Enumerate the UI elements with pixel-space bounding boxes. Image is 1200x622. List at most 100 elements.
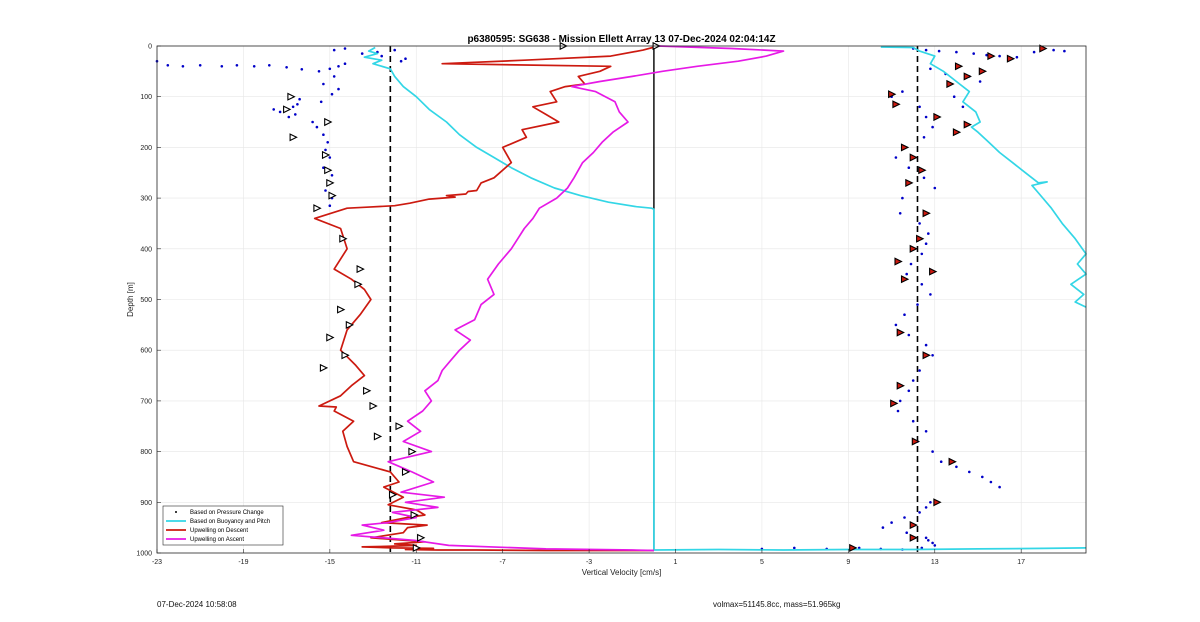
point-based-on-pressure-change [931, 541, 934, 545]
point-based-on-pressure-change [315, 125, 319, 129]
y-tick-label: 700 [140, 398, 152, 405]
point-based-on-pressure-change [296, 103, 299, 106]
ascent-triangle-marker [933, 498, 942, 507]
point-based-on-pressure-change [920, 546, 924, 550]
point-based-on-pressure-change [300, 68, 304, 71]
x-tick-label: 5 [760, 559, 764, 566]
point-based-on-pressure-change [907, 166, 911, 169]
point-based-on-pressure-change [929, 67, 932, 71]
point-based-on-pressure-change [332, 75, 336, 78]
descent-triangle-marker [417, 533, 426, 542]
ascent-triangle-marker [918, 166, 927, 175]
point-based-on-pressure-change [916, 303, 919, 306]
ascent-triangle-marker [1006, 54, 1016, 63]
point-based-on-pressure-change [326, 141, 330, 144]
point-based-on-pressure-change [927, 539, 930, 542]
point-based-on-pressure-change [907, 389, 911, 393]
y-tick-label: 500 [140, 297, 152, 304]
point-based-on-pressure-change [909, 262, 913, 266]
point-based-on-pressure-change [317, 70, 321, 73]
descent-triangle-marker [326, 178, 335, 187]
point-based-on-pressure-change [337, 65, 340, 68]
point-based-on-pressure-change [972, 52, 975, 55]
y-tick-label: 300 [140, 196, 152, 203]
point-based-on-pressure-change [322, 133, 325, 136]
descent-triangle-marker [337, 305, 346, 314]
chart-title: p6380595: SG638 - Mission Ellett Array 1… [467, 34, 775, 45]
point-based-on-pressure-change [961, 105, 965, 109]
y-axis-label: Depth [m] [126, 282, 135, 317]
ascent-triangle-marker [896, 328, 905, 337]
point-based-on-pressure-change [898, 399, 902, 403]
ascent-triangle-marker [890, 399, 899, 408]
point-based-on-pressure-change [311, 120, 314, 124]
point-based-on-pressure-change [985, 53, 988, 57]
point-based-on-pressure-change [968, 470, 971, 474]
point-based-on-pressure-change [285, 66, 288, 69]
descent-triangle-marker [328, 191, 337, 200]
ascent-triangle-marker [888, 90, 897, 99]
point-based-on-pressure-change [939, 460, 943, 464]
point-based-on-pressure-change [937, 49, 941, 53]
point-based-on-pressure-change [322, 82, 325, 86]
point-based-on-pressure-change [924, 430, 928, 433]
point-based-on-pressure-change [981, 475, 984, 479]
x-tick-label: 1 [674, 559, 678, 566]
point-based-on-pressure-change [332, 48, 336, 52]
x-tick-label: 9 [846, 559, 850, 566]
x-tick-label: 17 [1017, 559, 1025, 566]
point-based-on-pressure-change [924, 242, 928, 245]
point-based-on-pressure-change [272, 108, 276, 111]
ascent-triangle-marker [916, 234, 925, 243]
point-based-on-pressure-change [857, 546, 861, 550]
point-based-on-pressure-change [901, 90, 904, 93]
series-based-on-buoyancy-and-pitch [363, 46, 655, 550]
point-based-on-pressure-change [931, 450, 934, 453]
ascent-triangle-marker [933, 112, 942, 122]
point-based-on-pressure-change [931, 354, 934, 357]
x-tick-label: -7 [500, 559, 506, 566]
x-tick-label: -11 [411, 559, 421, 566]
point-based-on-pressure-change [918, 511, 921, 514]
footer-volmax-mass: volmax=51145.8cc, mass=51.965kg [713, 600, 841, 609]
ascent-triangle-marker [900, 143, 910, 152]
descent-triangle-marker [345, 320, 355, 329]
descent-triangle-marker [287, 92, 296, 101]
point-based-on-pressure-change [929, 293, 932, 296]
point-based-on-pressure-change [328, 67, 332, 71]
ascent-triangle-marker [952, 128, 962, 137]
descent-triangle-marker [324, 166, 333, 175]
ascent-triangle-marker [946, 79, 955, 89]
ascent-triangle-marker [894, 257, 903, 266]
ascent-triangle-marker [909, 521, 918, 530]
point-based-on-pressure-change [924, 506, 928, 509]
point-based-on-pressure-change [924, 115, 928, 119]
point-based-on-pressure-change [343, 47, 347, 50]
point-based-on-pressure-change [998, 485, 1001, 489]
ascent-triangle-marker [978, 67, 988, 76]
point-based-on-pressure-change [955, 465, 958, 469]
point-based-on-pressure-change [952, 95, 956, 98]
descent-triangle-marker [283, 105, 292, 114]
point-based-on-pressure-change [905, 531, 908, 534]
point-based-on-pressure-change [1015, 55, 1019, 59]
x-axis-ticks: -23 -19 -15 -11 -7 -3 1 5 9 13 17 [152, 549, 1025, 566]
point-based-on-pressure-change [291, 105, 295, 109]
y-axis-ticks: 0 100 200 300 400 500 600 700 800 900 1000 [136, 44, 161, 558]
legend-label: Based on Pressure Change [190, 510, 264, 516]
descent-triangle-marker [369, 401, 378, 411]
legend-label: Based on Buoyancy and Pitch [190, 519, 270, 525]
descent-triangle-marker [289, 133, 298, 142]
point-based-on-pressure-change [268, 64, 271, 67]
point-based-on-pressure-change [924, 536, 928, 540]
series-based-on-buoyancy-and-pitch [880, 46, 1087, 308]
point-based-on-pressure-change [911, 419, 915, 423]
point-based-on-pressure-change [924, 48, 928, 52]
marker-layer [283, 41, 1048, 552]
descent-triangle-marker [356, 265, 365, 274]
point-based-on-pressure-change [393, 48, 397, 52]
point-based-on-pressure-change [278, 110, 282, 114]
point-based-on-pressure-change [922, 176, 926, 180]
descent-triangle-marker [341, 351, 350, 360]
descent-triangle-marker [401, 467, 411, 476]
